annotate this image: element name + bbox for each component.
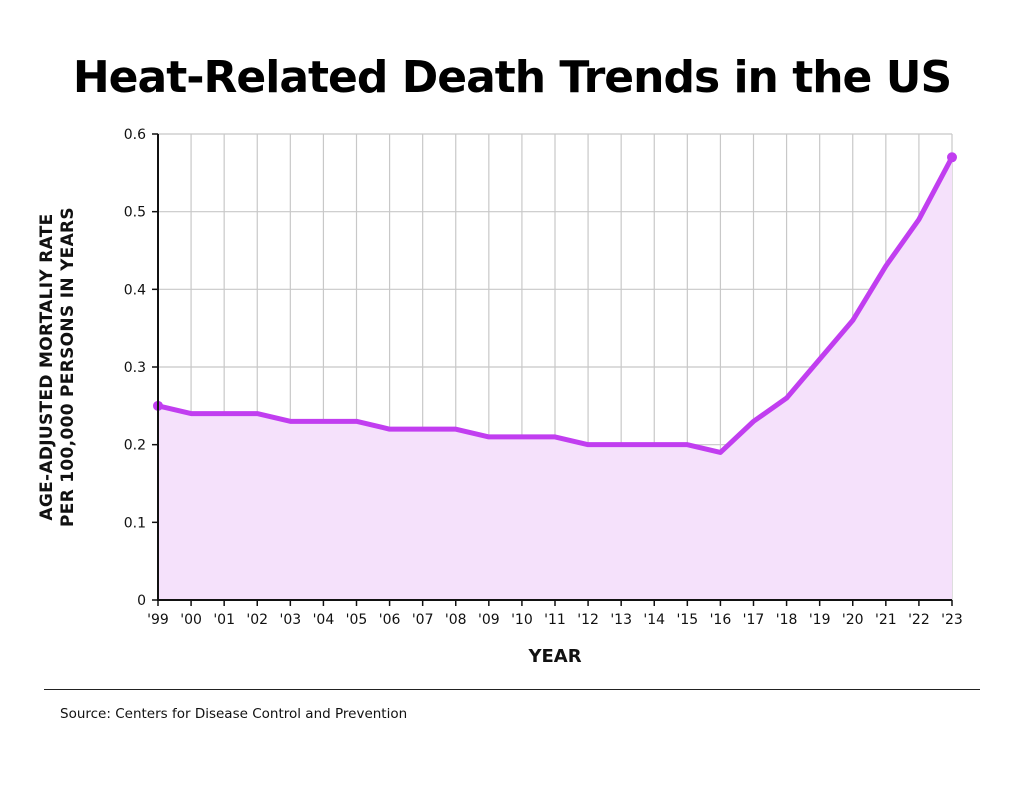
x-axis-label: YEAR	[528, 646, 582, 667]
y-tick-label: 0.5	[124, 205, 146, 221]
x-tick-label: '16	[710, 612, 732, 628]
x-tick-label: '19	[809, 612, 831, 628]
x-tick-label: '11	[544, 612, 566, 628]
x-tick-label: '09	[478, 612, 500, 628]
y-tick-label: 0.3	[124, 360, 146, 376]
x-tick-label: '23	[941, 612, 963, 628]
x-tick-label: '05	[346, 612, 368, 628]
x-tick-label: '04	[313, 612, 335, 628]
x-tick-label: '03	[279, 612, 301, 628]
x-tick-label: '99	[147, 612, 169, 628]
x-tick-label: '01	[213, 612, 235, 628]
x-tick-label: '12	[577, 612, 599, 628]
y-tick-label: 0.6	[124, 127, 146, 143]
x-tick-label: '22	[908, 612, 930, 628]
y-axis-label-line-2: PER 100,000 PERSONS IN YEARS	[58, 207, 78, 527]
x-tick-label: '15	[676, 612, 698, 628]
x-tick-label: '07	[412, 612, 434, 628]
y-tick-label: 0	[137, 593, 146, 609]
y-axis-label-line-1: AGE-ADJUSTED MORTALIY RATE	[37, 213, 57, 521]
x-tick-labels: '99 '00 '01 '02 '03 '04 '05 '06 '07 '08 '09 '10 '11 '…	[147, 612, 963, 628]
x-tick-label: '14	[643, 612, 665, 628]
x-tick-label: '18	[776, 612, 798, 628]
x-tick-label: '10	[511, 612, 533, 628]
source-note: Source: Centers for Disease Control and …	[60, 706, 408, 722]
y-tick-label: 0.4	[124, 282, 146, 298]
x-tick-label: '13	[610, 612, 632, 628]
x-tick-label: '20	[842, 612, 864, 628]
x-tick-label: '08	[445, 612, 467, 628]
x-tick-label: '06	[379, 612, 401, 628]
divider	[44, 689, 980, 690]
y-tick-label: 0.2	[124, 438, 146, 454]
x-tick-label: '17	[743, 612, 765, 628]
y-tick-label: 0.1	[124, 515, 146, 531]
x-tick-label: '21	[875, 612, 897, 628]
series-line	[155, 154, 955, 455]
x-tick-label: '00	[180, 612, 202, 628]
chart-title: Heat-Related Death Trends in the US	[72, 52, 952, 103]
y-axis-label: AGE-ADJUSTED MORTALIY RATE PER 100,000 P…	[37, 207, 79, 527]
axes	[152, 133, 953, 606]
x-tick-label: '02	[246, 612, 268, 628]
area-fill	[158, 157, 952, 601]
y-tick-labels: 0 0.1 0.2 0.3 0.4 0.5 0.6	[124, 127, 146, 609]
data-point-end	[947, 152, 957, 163]
